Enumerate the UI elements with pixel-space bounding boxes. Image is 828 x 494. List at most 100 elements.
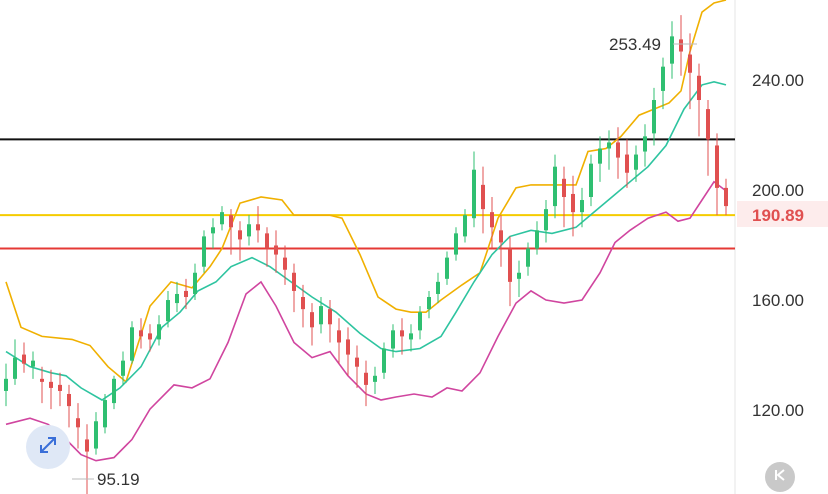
candle (319, 297, 323, 334)
candle (274, 230, 278, 273)
candle-body (58, 384, 62, 391)
scroll-to-start-button[interactable] (765, 462, 795, 492)
y-tick-label: 200.00 (752, 181, 804, 200)
low-annotation: 95.19 (72, 470, 140, 489)
candle-body (238, 230, 242, 240)
candle (112, 375, 116, 410)
candle (598, 136, 602, 182)
candle-body (94, 421, 98, 449)
candle-body (535, 230, 539, 249)
candle (229, 209, 233, 255)
candle (490, 196, 494, 249)
candle (553, 154, 557, 219)
candle (382, 342, 386, 379)
candle-body (247, 224, 251, 237)
candle (706, 100, 710, 176)
candle (121, 351, 125, 385)
candle-body (652, 100, 656, 134)
candle-body (193, 272, 197, 294)
candle (517, 260, 521, 298)
candle-body (121, 360, 125, 376)
candle (634, 145, 638, 182)
candle-body (679, 39, 683, 52)
candle-body (157, 324, 161, 340)
candle (364, 360, 368, 407)
candle (688, 33, 692, 110)
y-axis: 240.00 200.00 160.00 120.00 (752, 71, 804, 420)
candle-body (580, 200, 584, 213)
candle-body (319, 306, 323, 325)
candle-body (274, 245, 278, 255)
lower-band-line (5, 180, 727, 462)
candle-body (13, 357, 17, 379)
candle-body (4, 378, 8, 391)
candle-body (454, 233, 458, 255)
low-label: 95.19 (97, 470, 140, 489)
candle (679, 15, 683, 76)
candle (67, 384, 71, 428)
candle-body (31, 360, 35, 367)
horizontal-lines (0, 138, 735, 250)
candle (85, 424, 89, 494)
candle (328, 300, 332, 343)
candle-body (346, 339, 350, 355)
candle (625, 139, 629, 188)
candle-body (310, 312, 314, 328)
candle-body (445, 257, 449, 279)
candle-body (715, 145, 719, 188)
candle (472, 151, 476, 228)
candle-body (283, 257, 287, 270)
candle (526, 242, 530, 276)
candle (697, 63, 701, 137)
candle (202, 230, 206, 273)
candle-body (391, 330, 395, 349)
candle (337, 318, 341, 364)
candle (49, 369, 53, 410)
candle (580, 187, 584, 228)
candle (373, 366, 377, 394)
candle-body (697, 75, 701, 101)
candle-body (130, 327, 134, 361)
candle-body (211, 227, 215, 234)
last-price-label: 190.89 (752, 206, 804, 225)
expand-button[interactable] (26, 425, 70, 469)
candle (409, 324, 413, 352)
y-tick-label: 160.00 (752, 291, 804, 310)
candle-body (22, 354, 26, 364)
candle-body (175, 293, 179, 304)
candle (454, 227, 458, 261)
candle-body (382, 348, 386, 373)
candle-body (418, 312, 422, 331)
candle (166, 290, 170, 328)
candle (544, 200, 548, 243)
candle-body (103, 400, 107, 428)
candle-body (337, 330, 341, 343)
candle (22, 342, 26, 373)
high-label: 253.49 (609, 35, 661, 54)
candle-body (139, 330, 143, 337)
last-price-tag-bg (737, 201, 828, 227)
candle-body (634, 154, 638, 170)
candle-body (544, 209, 548, 231)
candle (418, 306, 422, 340)
candle (40, 366, 44, 404)
candle (238, 221, 242, 261)
candle-body (526, 248, 530, 267)
candle-body (85, 439, 89, 452)
candle-body (481, 184, 485, 210)
candle-body (355, 357, 359, 367)
candle (139, 318, 143, 349)
candle-body (589, 163, 593, 197)
candle-body (256, 224, 260, 231)
candle-body (229, 215, 233, 228)
candle (652, 87, 656, 146)
candle (661, 57, 665, 110)
candle (481, 166, 485, 234)
candle (400, 318, 404, 355)
candle-body (427, 297, 431, 310)
candle (256, 206, 260, 243)
candle-body (166, 300, 170, 322)
candle-body (616, 142, 620, 158)
candle (589, 154, 593, 207)
upper-band-line (5, 0, 727, 384)
